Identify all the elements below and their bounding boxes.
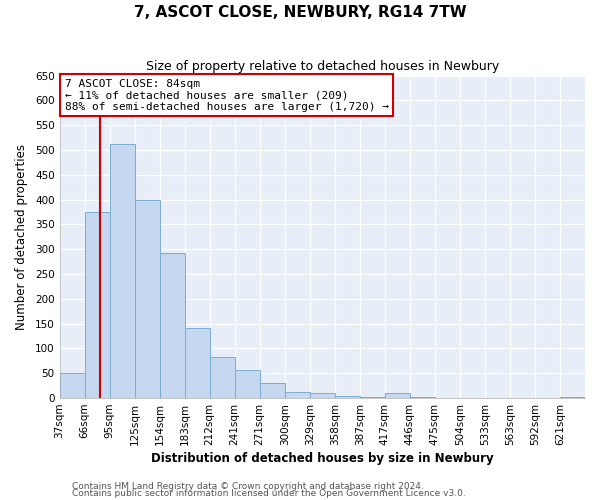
- Bar: [134, 200, 160, 398]
- Bar: [160, 253, 185, 398]
- Bar: [209, 358, 235, 398]
- Bar: [335, 396, 360, 398]
- Bar: [235, 370, 260, 398]
- Text: 7, ASCOT CLOSE, NEWBURY, RG14 7TW: 7, ASCOT CLOSE, NEWBURY, RG14 7TW: [134, 5, 466, 20]
- Bar: [410, 396, 435, 398]
- Bar: [560, 397, 585, 398]
- Text: 7 ASCOT CLOSE: 84sqm
← 11% of detached houses are smaller (209)
88% of semi-deta: 7 ASCOT CLOSE: 84sqm ← 11% of detached h…: [65, 79, 389, 112]
- Bar: [85, 212, 110, 398]
- Bar: [110, 144, 134, 398]
- Text: Contains public sector information licensed under the Open Government Licence v3: Contains public sector information licen…: [72, 489, 466, 498]
- Bar: [385, 393, 410, 398]
- Title: Size of property relative to detached houses in Newbury: Size of property relative to detached ho…: [146, 60, 499, 73]
- Text: Contains HM Land Registry data © Crown copyright and database right 2024.: Contains HM Land Registry data © Crown c…: [72, 482, 424, 491]
- Bar: [310, 393, 335, 398]
- Y-axis label: Number of detached properties: Number of detached properties: [15, 144, 28, 330]
- Bar: [285, 392, 310, 398]
- Bar: [59, 374, 85, 398]
- X-axis label: Distribution of detached houses by size in Newbury: Distribution of detached houses by size …: [151, 452, 494, 465]
- Bar: [360, 396, 385, 398]
- Bar: [260, 383, 285, 398]
- Bar: [185, 328, 209, 398]
